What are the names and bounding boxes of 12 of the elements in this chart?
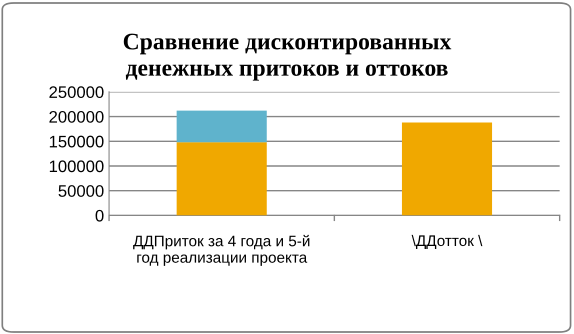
x-tick-label: ДДПриток за 4 года и 5-й год реализации проекта	[133, 234, 310, 266]
y-tick-label: 50000	[58, 185, 104, 197]
y-tick-label: 150000	[50, 136, 104, 148]
bar	[402, 122, 492, 216]
bar	[176, 110, 267, 142]
chart-title: Сравнение дисконтированных денежных притоков и оттоков	[124, 34, 452, 81]
x-tick-label: \ДДотток \	[412, 234, 482, 249]
y-tick-label: 250000	[49, 86, 104, 98]
y-tick-label: 100000	[50, 160, 104, 172]
y-tick-label: 0	[96, 210, 104, 222]
y-tick-label: 200000	[49, 110, 104, 123]
bar	[176, 142, 267, 216]
